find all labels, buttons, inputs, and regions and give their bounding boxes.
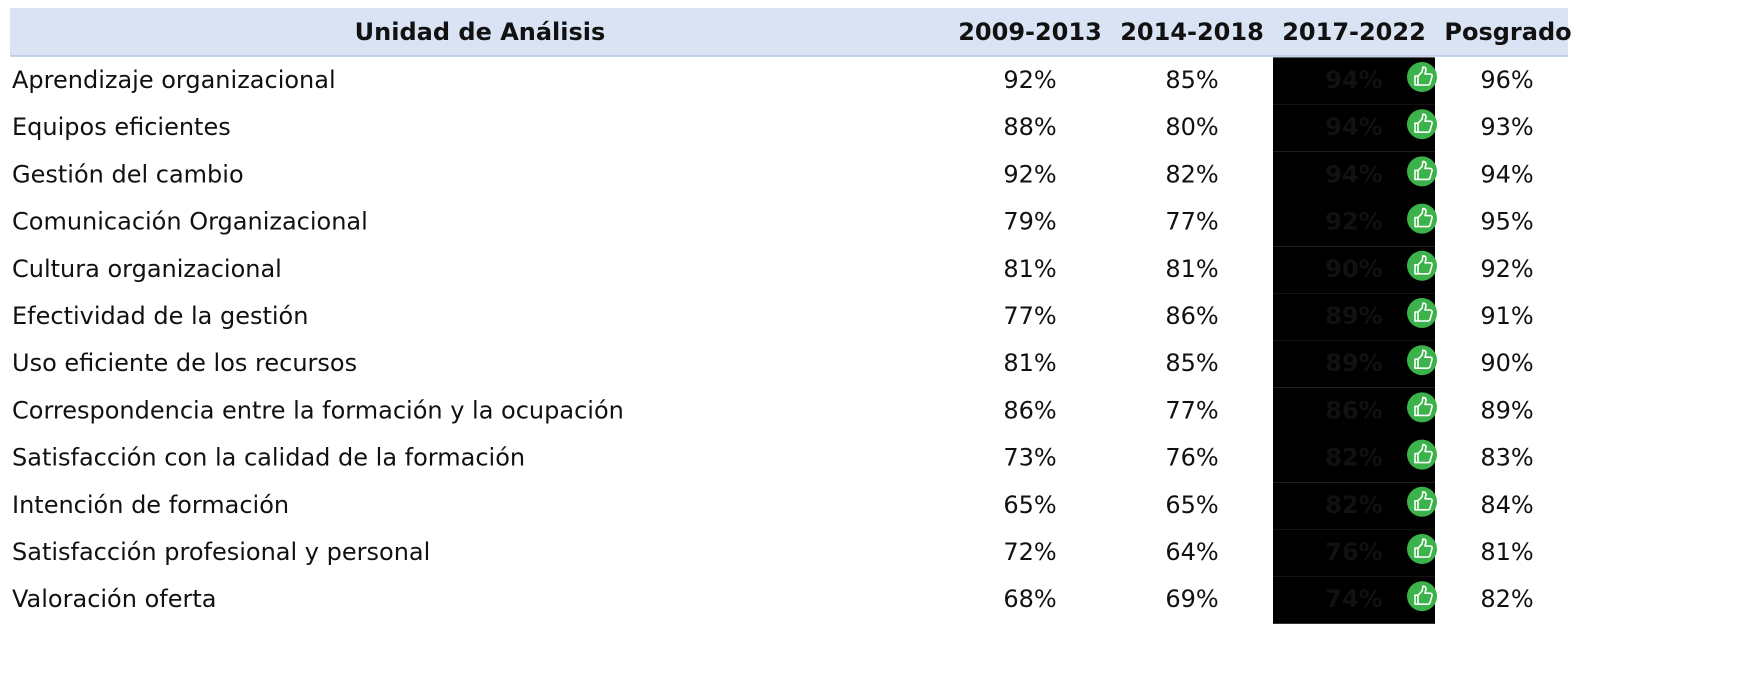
row-label: Gestión del cambio [12, 160, 244, 188]
thumbs-up-icon [1407, 156, 1437, 187]
cell-value: 95% [1480, 208, 1533, 236]
cell-value: 93% [1480, 113, 1533, 141]
cell-value: 85% [1165, 66, 1218, 94]
icon-thumb [1414, 349, 1433, 370]
cell-value: 80% [1165, 113, 1218, 141]
cell-value: 86% [1325, 396, 1382, 424]
icon-thumb [1414, 585, 1433, 606]
cell-value: 81% [1003, 349, 1056, 377]
icon-thumb [1414, 443, 1433, 464]
cell-value: 77% [1165, 208, 1218, 236]
cell-value: 89% [1480, 396, 1533, 424]
row-label: Uso eficiente de los recursos [12, 349, 357, 377]
icon-thumb [1414, 302, 1433, 322]
header-cell: Posgrado [1444, 18, 1571, 46]
cell-value: 82% [1165, 160, 1218, 188]
icon-thumb [1414, 396, 1433, 417]
header-band [10, 8, 1568, 56]
cell-value: 89% [1325, 349, 1382, 377]
header-cell: 2014-2018 [1120, 18, 1264, 46]
cell-value: 89% [1325, 302, 1382, 330]
cell-value: 91% [1480, 302, 1533, 330]
thumbs-up-icon [1407, 62, 1437, 92]
cell-value: 79% [1003, 208, 1056, 236]
cell-value: 85% [1165, 349, 1218, 377]
icon-thumb [1414, 207, 1433, 228]
cell-value: 92% [1480, 255, 1533, 283]
cell-value: 82% [1325, 491, 1382, 519]
row-label: Satisfacción con la calidad de la formac… [12, 444, 525, 472]
thumbs-up-icon [1407, 298, 1437, 328]
thumbs-up-icon [1407, 439, 1437, 470]
cell-value: 65% [1003, 491, 1056, 519]
cell-value: 94% [1480, 160, 1533, 188]
header-cell: Unidad de Análisis [355, 18, 606, 46]
thumbs-up-icon [1407, 581, 1437, 612]
thumbs-up-icon [1407, 392, 1437, 423]
cell-value: 82% [1325, 444, 1382, 472]
cell-value: 82% [1480, 585, 1533, 613]
row-label: Comunicación Organizacional [12, 208, 368, 236]
row-label: Intención de formación [12, 491, 289, 519]
cell-value: 92% [1003, 66, 1056, 94]
cell-value: 81% [1003, 255, 1056, 283]
row-label: Equipos eficientes [12, 113, 231, 141]
icon-thumb [1414, 254, 1433, 275]
cell-value: 77% [1165, 396, 1218, 424]
cell-value: 88% [1003, 113, 1056, 141]
cell-value: 90% [1480, 349, 1533, 377]
cell-value: 74% [1325, 585, 1382, 613]
cell-value: 65% [1165, 491, 1218, 519]
cell-value: 96% [1480, 66, 1533, 94]
thumbs-up-icon [1407, 203, 1437, 234]
row-label: Efectividad de la gestión [12, 302, 308, 330]
cell-value: 84% [1480, 491, 1533, 519]
thumbs-up-icon [1407, 109, 1437, 140]
cell-value: 94% [1325, 113, 1382, 141]
icon-thumb [1414, 160, 1433, 181]
cell-value: 76% [1325, 538, 1382, 566]
cell-value: 92% [1325, 208, 1382, 236]
cell-value: 81% [1480, 538, 1533, 566]
cell-value: 68% [1003, 585, 1056, 613]
icon-thumb [1414, 490, 1433, 511]
cell-value: 94% [1325, 160, 1382, 188]
cell-value: 94% [1325, 66, 1382, 94]
cell-value: 64% [1165, 538, 1218, 566]
cell-value: 92% [1003, 160, 1056, 188]
cell-value: 86% [1003, 396, 1056, 424]
icon-thumb [1414, 538, 1433, 558]
icon-thumb [1414, 66, 1433, 86]
thumbs-up-icon [1407, 250, 1437, 281]
cell-value: 76% [1165, 444, 1218, 472]
thumbs-up-icon [1407, 486, 1437, 517]
row-label: Cultura organizacional [12, 255, 282, 283]
cell-value: 83% [1480, 444, 1533, 472]
row-label: Valoración oferta [12, 585, 216, 613]
cell-value: 69% [1165, 585, 1218, 613]
cell-value: 81% [1165, 255, 1218, 283]
cell-value: 77% [1003, 302, 1056, 330]
row-label: Correspondencia entre la formación y la … [12, 396, 624, 424]
cell-value: 86% [1165, 302, 1218, 330]
icon-thumb [1414, 113, 1433, 133]
header-cell: 2017-2022 [1282, 18, 1426, 46]
row-label: Aprendizaje organizacional [12, 66, 336, 94]
row-label: Satisfacción profesional y personal [12, 538, 430, 566]
cell-value: 90% [1325, 255, 1382, 283]
cell-value: 73% [1003, 444, 1056, 472]
header-cell: 2009-2013 [958, 18, 1102, 46]
thumbs-up-icon [1407, 534, 1437, 564]
thumbs-up-icon [1407, 345, 1437, 376]
cell-value: 72% [1003, 538, 1056, 566]
